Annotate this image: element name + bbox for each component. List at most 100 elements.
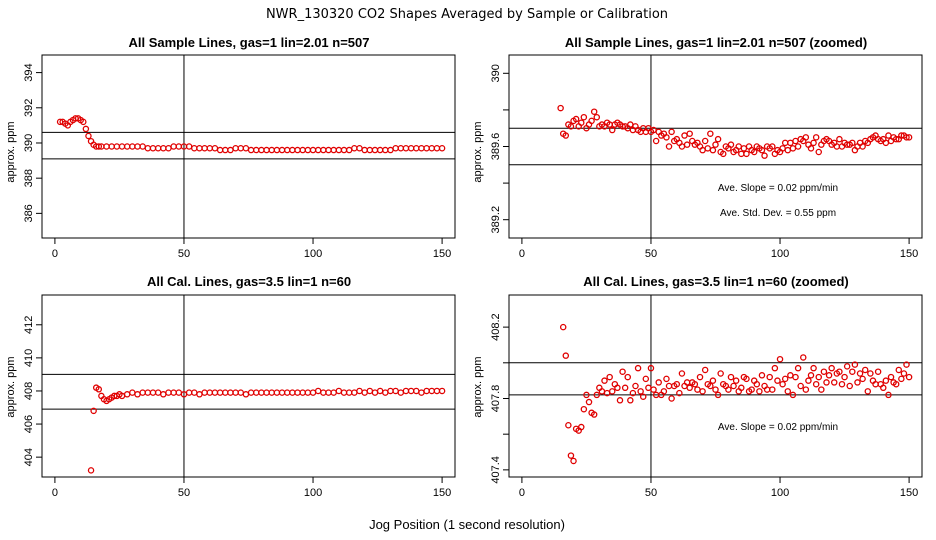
data-point [609, 126, 616, 134]
data-point [263, 146, 270, 154]
x-tick-label: 50 [645, 248, 657, 260]
y-tick-label: 407.8 [490, 385, 502, 413]
data-point [738, 384, 745, 392]
data-point [232, 389, 239, 396]
data-point [361, 389, 368, 396]
x-tick-label: 50 [645, 487, 657, 499]
x-tick-label: 150 [433, 248, 451, 260]
data-point [196, 391, 203, 398]
data-point [216, 389, 224, 396]
data-point [289, 389, 296, 396]
annotation-slope: Ave. Slope = 0.02 ppm/min [718, 183, 838, 194]
plot-area: 0 50 100 150 404 406 408 410 412 [23, 294, 456, 499]
x-tick-label: 150 [433, 487, 451, 499]
data-point [712, 141, 719, 148]
data-point [781, 375, 789, 383]
data-point [590, 411, 598, 418]
y-tick-label: 389.6 [490, 133, 502, 161]
annotation-std-dev: Ave. Std. Dev. = 0.55 ppm [720, 208, 836, 219]
data-point [704, 145, 712, 152]
y-tick-label: 412 [23, 316, 35, 334]
data-point [743, 150, 750, 158]
data-point [144, 389, 152, 396]
data-point [413, 145, 420, 152]
data-point [345, 146, 353, 154]
figure-xlabel: Jog Position (1 second resolution) [369, 517, 565, 532]
data-point [578, 423, 585, 431]
data-point [668, 395, 675, 402]
data-point [885, 391, 892, 399]
data-point [567, 123, 575, 130]
data-point [769, 386, 776, 393]
data-point [784, 388, 792, 395]
data-point [691, 380, 699, 388]
data-point [387, 387, 394, 395]
data-point [206, 145, 214, 152]
data-point [335, 387, 343, 395]
data-point [113, 143, 121, 150]
data-point [562, 352, 570, 359]
data-point [397, 145, 405, 152]
data-point [222, 389, 229, 396]
data-point [196, 145, 203, 152]
y-axis-label: approx. ppm [5, 356, 17, 417]
data-point [874, 368, 882, 375]
data-point [802, 386, 810, 393]
y-tick-label: 392 [23, 99, 35, 117]
data-point [201, 145, 208, 152]
data-point [655, 379, 662, 386]
data-point [606, 373, 613, 381]
data-point [294, 389, 301, 396]
data-point [694, 386, 701, 393]
data-point [779, 380, 786, 388]
data-point [268, 389, 275, 396]
data-point [314, 146, 322, 154]
data-point [774, 377, 781, 384]
data-point [139, 143, 146, 150]
data-point [160, 145, 167, 152]
y-axis-label: approx. ppm [472, 356, 484, 417]
data-point [727, 373, 735, 381]
data-point [356, 145, 363, 152]
data-point [144, 145, 152, 152]
x-tick-label: 50 [178, 248, 190, 260]
data-point [340, 146, 348, 154]
y-tick-label: 390 [490, 64, 502, 82]
data-point [129, 389, 136, 396]
data-point [812, 134, 820, 141]
x-tick-label: 100 [304, 248, 322, 260]
data-point [283, 389, 291, 396]
data-point [619, 368, 626, 375]
data-point [118, 143, 126, 150]
data-point [663, 134, 670, 141]
data-point [905, 373, 913, 381]
data-point [95, 386, 103, 393]
data-point [165, 145, 172, 152]
data-point [663, 375, 670, 383]
data-point [263, 389, 270, 396]
data-point [80, 118, 87, 126]
data-point [247, 146, 255, 154]
data-point [776, 355, 784, 363]
data-point [758, 372, 766, 379]
data-point [273, 146, 281, 154]
y-tick-label: 394 [23, 63, 35, 81]
data-point [792, 137, 799, 145]
data-point [743, 375, 750, 383]
data-point [294, 146, 301, 154]
data-point [676, 389, 683, 397]
data-point [880, 384, 887, 392]
data-point [258, 146, 265, 154]
data-point [242, 391, 250, 398]
data-point [134, 143, 141, 150]
data-point [681, 132, 688, 139]
data-point [766, 373, 773, 381]
data-point [585, 398, 593, 406]
data-point [216, 146, 224, 154]
data-point [387, 146, 394, 154]
data-point [707, 382, 714, 390]
data-point [898, 375, 905, 383]
data-point [732, 377, 740, 384]
data-point [222, 146, 229, 154]
data-point [758, 146, 766, 154]
